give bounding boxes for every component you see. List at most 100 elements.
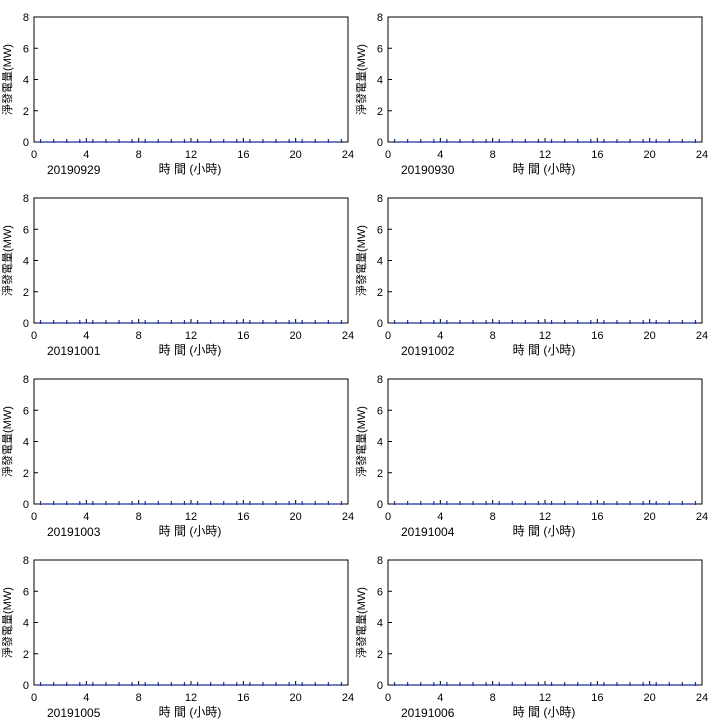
date-label: 20191005	[47, 706, 101, 720]
y-tick-label: 0	[23, 318, 29, 330]
y-axis-label: 淨發電量(MW)	[0, 406, 14, 477]
y-tick-label: 6	[377, 586, 383, 598]
x-tick-label: 4	[437, 692, 443, 704]
y-tick-label: 4	[377, 75, 383, 87]
y-tick-label: 4	[23, 437, 29, 449]
y-tick-label: 6	[377, 405, 383, 417]
x-tick-label: 24	[342, 692, 354, 704]
x-tick-label: 12	[539, 149, 551, 161]
x-tick-label: 16	[237, 692, 249, 704]
y-tick-label: 4	[377, 618, 383, 630]
y-tick-label: 2	[377, 468, 383, 480]
x-tick-label: 24	[696, 330, 708, 342]
y-tick-label: 8	[23, 555, 29, 567]
y-tick-label: 2	[377, 106, 383, 118]
x-axis-label: 時 間 (小時)	[159, 343, 222, 357]
x-tick-label: 4	[83, 511, 89, 523]
y-tick-label: 4	[377, 437, 383, 449]
x-tick-label: 4	[83, 692, 89, 704]
x-axis-label: 時 間 (小時)	[159, 162, 222, 176]
x-tick-label: 0	[31, 149, 37, 161]
x-tick-label: 20	[644, 511, 656, 523]
x-tick-label: 20	[290, 692, 302, 704]
x-axis-label: 時 間 (小時)	[513, 162, 576, 176]
x-tick-label: 16	[237, 511, 249, 523]
x-tick-label: 0	[31, 330, 37, 342]
plot-frame	[387, 378, 703, 505]
y-tick-label: 2	[377, 287, 383, 299]
x-tick-label: 12	[539, 692, 551, 704]
plot-frame	[33, 16, 349, 143]
y-tick-label: 4	[23, 618, 29, 630]
y-tick-label: 6	[377, 43, 383, 55]
x-tick-label: 16	[591, 330, 603, 342]
x-tick-label: 8	[136, 511, 142, 523]
y-axis-label: 淨發電量(MW)	[0, 44, 14, 115]
plot-frame	[387, 197, 703, 324]
x-axis-label: 時 間 (小時)	[513, 524, 576, 538]
y-tick-label: 0	[23, 499, 29, 511]
x-tick-label: 24	[342, 330, 354, 342]
x-tick-label: 20	[644, 149, 656, 161]
x-tick-label: 8	[136, 692, 142, 704]
y-axis-label: 淨發電量(MW)	[0, 225, 14, 296]
x-tick-label: 4	[83, 149, 89, 161]
x-axis-label: 時 間 (小時)	[159, 705, 222, 719]
x-tick-label: 12	[185, 330, 197, 342]
x-tick-label: 4	[83, 330, 89, 342]
y-tick-label: 0	[377, 318, 383, 330]
date-label: 20191003	[47, 525, 101, 539]
y-tick-label: 6	[23, 43, 29, 55]
y-tick-label: 6	[23, 224, 29, 236]
x-tick-label: 24	[696, 511, 708, 523]
y-axis-label: 淨發電量(MW)	[354, 587, 368, 658]
x-tick-label: 24	[696, 692, 708, 704]
x-tick-label: 24	[696, 149, 708, 161]
date-label: 20190929	[47, 163, 101, 177]
y-axis-label: 淨發電量(MW)	[354, 406, 368, 477]
x-tick-label: 0	[385, 149, 391, 161]
y-tick-label: 8	[377, 12, 383, 24]
x-tick-label: 4	[437, 149, 443, 161]
x-tick-label: 8	[136, 149, 142, 161]
x-tick-label: 4	[437, 511, 443, 523]
plot-frame	[387, 559, 703, 686]
x-tick-label: 12	[539, 330, 551, 342]
date-label: 20191001	[47, 344, 101, 358]
plot-frame	[33, 197, 349, 324]
x-tick-label: 0	[31, 511, 37, 523]
y-axis-label: 淨發電量(MW)	[354, 225, 368, 296]
x-tick-label: 8	[490, 511, 496, 523]
y-tick-label: 0	[377, 680, 383, 692]
x-tick-label: 24	[342, 149, 354, 161]
date-label: 20191006	[401, 706, 455, 720]
x-tick-label: 8	[490, 330, 496, 342]
y-tick-label: 8	[377, 193, 383, 205]
x-tick-label: 20	[290, 149, 302, 161]
x-tick-label: 16	[591, 149, 603, 161]
y-tick-label: 8	[23, 374, 29, 386]
y-tick-label: 2	[23, 106, 29, 118]
x-tick-label: 24	[342, 511, 354, 523]
y-tick-label: 6	[377, 224, 383, 236]
y-tick-label: 4	[377, 256, 383, 268]
x-tick-label: 0	[385, 692, 391, 704]
y-tick-label: 8	[23, 12, 29, 24]
x-tick-label: 20	[290, 511, 302, 523]
y-tick-label: 0	[377, 137, 383, 149]
y-axis-label: 淨發電量(MW)	[354, 44, 368, 115]
plot-frame	[33, 559, 349, 686]
y-tick-label: 6	[23, 586, 29, 598]
x-tick-label: 16	[591, 692, 603, 704]
x-axis-label: 時 間 (小時)	[159, 524, 222, 538]
y-tick-label: 4	[23, 75, 29, 87]
x-tick-label: 12	[185, 692, 197, 704]
